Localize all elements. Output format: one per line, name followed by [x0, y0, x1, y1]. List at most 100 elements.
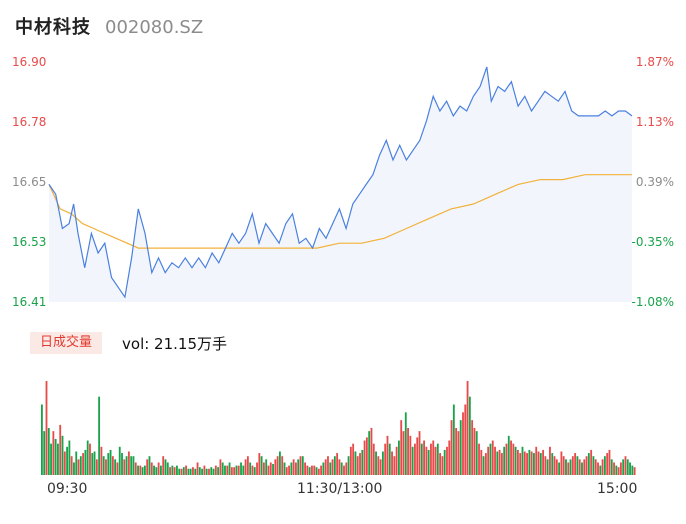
volume-bar: [267, 465, 270, 475]
volume-bar: [439, 453, 442, 475]
volume-bar: [491, 440, 494, 475]
volume-bar: [260, 456, 263, 475]
volume-bar: [89, 443, 91, 475]
volume-bar: [322, 462, 325, 475]
volume-bar: [253, 467, 256, 475]
volume-bar: [507, 435, 510, 475]
volume-bar: [308, 467, 311, 475]
volume-bar: [217, 467, 220, 475]
volume-bar: [224, 465, 226, 475]
volume-bar: [574, 453, 577, 475]
volume-bar: [368, 431, 371, 475]
volume-bar: [576, 456, 579, 475]
volume-bar: [512, 443, 515, 475]
volume-bar: [455, 428, 458, 475]
volume-bar: [484, 453, 487, 475]
volume-bar: [549, 446, 551, 475]
volume-bar: [192, 467, 194, 475]
volume-bar: [153, 465, 155, 475]
volume-bar: [402, 431, 405, 475]
volume-bar: [43, 431, 46, 475]
volume-bar: [386, 435, 389, 475]
volume-bar: [560, 451, 563, 475]
volume-bar: [82, 453, 85, 475]
price-label: 16.65: [12, 175, 47, 189]
percent-label: -0.35%: [631, 235, 674, 249]
volume-bar: [130, 456, 133, 475]
volume-bar: [500, 453, 503, 475]
volume-bar: [585, 456, 588, 475]
volume-bar: [283, 462, 286, 475]
price-area: [49, 66, 632, 303]
volume-bar: [395, 446, 398, 475]
volume-bar: [276, 456, 279, 475]
volume-bar: [311, 465, 313, 475]
stock-header: 中材科技 002080.SZ: [15, 13, 203, 41]
volume-bar: [329, 462, 332, 475]
volume-bar: [256, 462, 258, 475]
volume-bar: [414, 443, 416, 475]
volume-bar: [546, 459, 549, 475]
volume-bar: [521, 446, 524, 475]
volume-bar: [432, 440, 435, 475]
volume-bar: [423, 440, 425, 475]
volume-bar: [523, 451, 526, 475]
volume-bar: [338, 459, 341, 475]
volume-tab[interactable]: 日成交量: [30, 332, 103, 354]
volume-bar: [622, 459, 625, 475]
volume-bar: [608, 449, 611, 475]
volume-bar: [242, 465, 245, 475]
volume-bar: [480, 449, 483, 475]
volume-bar: [535, 446, 538, 475]
volume-bar: [116, 462, 119, 475]
volume-bar: [84, 449, 87, 475]
volume-bar: [251, 465, 254, 475]
volume-bar: [519, 453, 522, 475]
volume-bar: [356, 456, 359, 475]
volume-bar: [427, 449, 430, 475]
volume-bar: [98, 396, 101, 475]
volume-bar: [304, 462, 306, 475]
volume-bar: [61, 435, 64, 475]
volume-bar: [249, 462, 252, 475]
volume-bar: [166, 462, 169, 475]
volume-bar: [180, 468, 183, 475]
volume-bar: [347, 456, 350, 475]
volume-bar: [235, 465, 238, 475]
volume-bar: [157, 462, 160, 475]
volume-bar: [212, 468, 215, 475]
volume-bar: [601, 459, 604, 475]
volume-bar: [109, 449, 112, 475]
volume-bar: [333, 456, 336, 475]
volume-bar: [624, 456, 627, 475]
volume-bar: [468, 396, 471, 475]
volume-bar: [228, 462, 231, 475]
volume-bar: [155, 467, 158, 475]
volume-bar: [52, 431, 55, 475]
volume-bar: [629, 462, 631, 475]
volume-bar: [244, 459, 247, 475]
volume-bar: [411, 446, 414, 475]
volume-bar: [279, 451, 281, 475]
volume-bar: [196, 462, 199, 475]
volume-bar: [73, 462, 75, 475]
volume-bar: [265, 459, 268, 475]
volume-bar: [619, 462, 622, 475]
volume-bar: [613, 462, 615, 475]
price-label: 16.78: [12, 115, 47, 129]
volume-bar: [214, 465, 217, 475]
volume-bar: [162, 456, 165, 475]
volume-bar: [54, 438, 57, 475]
volume-bar: [194, 468, 197, 475]
volume-bar: [528, 449, 531, 475]
volume-bar: [606, 453, 609, 475]
volume-bar: [569, 459, 572, 475]
volume-bar: [343, 465, 345, 475]
price-label: 16.41: [12, 295, 47, 309]
volume-bar: [269, 462, 272, 475]
volume-bar: [226, 465, 229, 475]
volume-bar: [75, 451, 78, 475]
volume-bar: [384, 443, 387, 475]
volume-bar: [631, 465, 634, 475]
time-label-open: 09:30: [47, 481, 88, 497]
